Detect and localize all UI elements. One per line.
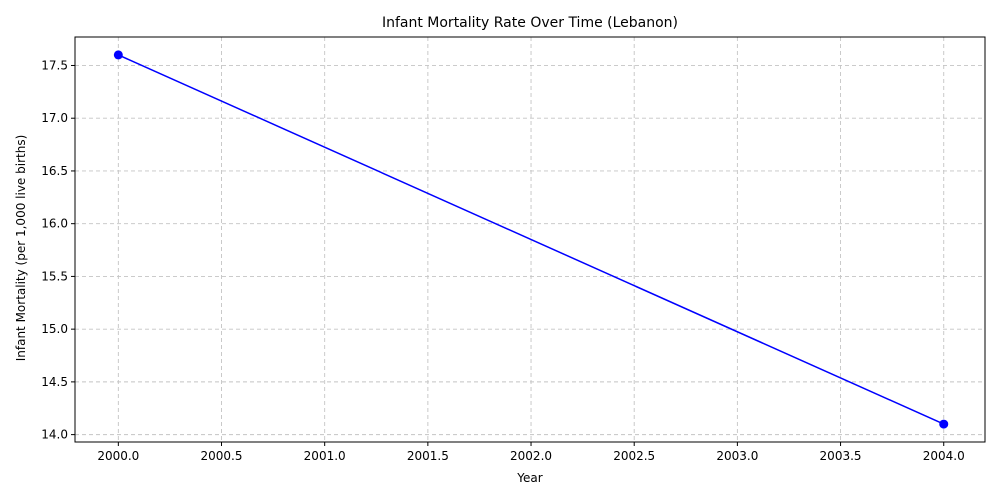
x-tick-label: 2000.5 xyxy=(201,449,243,463)
y-tick-label: 15.0 xyxy=(41,322,68,336)
x-tick-label: 2001.5 xyxy=(407,449,449,463)
y-tick-label: 16.0 xyxy=(41,217,68,231)
series-layer xyxy=(113,50,949,429)
y-axis-label: Infant Mortality (per 1,000 live births) xyxy=(14,135,28,362)
x-tick-label: 2003.0 xyxy=(716,449,758,463)
data-point xyxy=(939,419,949,429)
x-tick-label: 2002.0 xyxy=(510,449,552,463)
chart-title: Infant Mortality Rate Over Time (Lebanon… xyxy=(382,15,678,31)
data-point xyxy=(113,50,123,60)
axes: 2000.0 2000.5 2001.0 2001.5 2002.0 2002.5 2003… xyxy=(41,36,986,463)
series-line xyxy=(118,54,945,425)
y-tick-label: 17.5 xyxy=(41,58,68,72)
y-tick-label: 15.5 xyxy=(41,269,68,283)
x-tick-label: 2003.5 xyxy=(820,449,862,463)
x-axis-label: Year xyxy=(516,471,542,485)
y-tick-label: 17.0 xyxy=(41,111,68,125)
x-tick-label: 2002.5 xyxy=(613,449,655,463)
plot-frame xyxy=(74,36,986,443)
x-tick-label: 2001.0 xyxy=(304,449,346,463)
x-tick-label: 2000.0 xyxy=(97,449,139,463)
y-tick-label: 14.5 xyxy=(41,375,68,389)
grid xyxy=(75,37,985,442)
y-tick-label: 14.0 xyxy=(41,428,68,442)
x-tick-label: 2004.0 xyxy=(923,449,965,463)
y-tick-label: 16.5 xyxy=(41,164,68,178)
